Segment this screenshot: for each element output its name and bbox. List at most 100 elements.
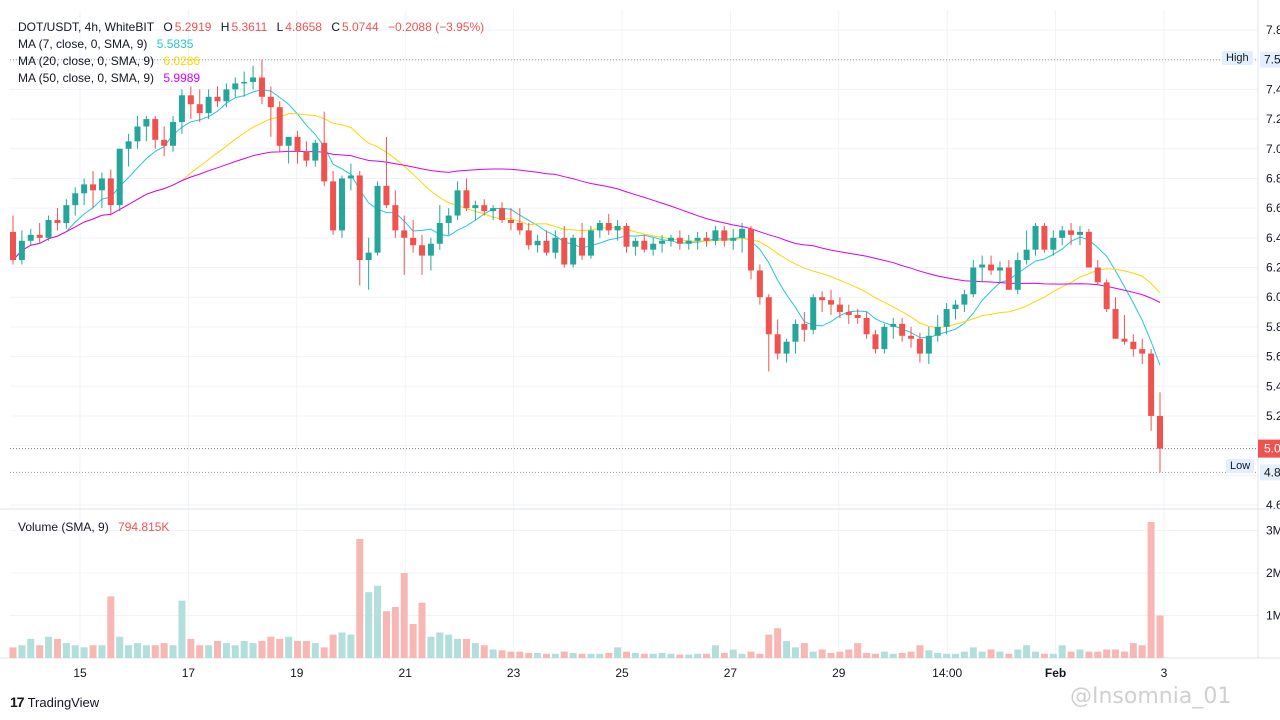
candle-body xyxy=(507,220,514,223)
candle-body xyxy=(170,122,177,146)
ma50-legend[interactable]: MA (50, close, 0, SMA, 9) 5.9989 xyxy=(18,70,202,86)
candle xyxy=(312,139,319,167)
candle xyxy=(187,86,194,120)
candle-body xyxy=(614,225,621,231)
candle-body xyxy=(436,222,443,244)
candle-body xyxy=(845,312,852,315)
ma20-legend[interactable]: MA (20, close, 0, SMA, 9) 6.0286 xyxy=(18,53,202,69)
volume-bar xyxy=(694,653,702,658)
candle-body xyxy=(836,304,843,313)
candle xyxy=(561,225,568,268)
volume-bar xyxy=(27,638,35,658)
volume-bar xyxy=(631,652,639,658)
volume-bar xyxy=(854,643,862,658)
candle xyxy=(925,326,932,364)
candle-body xyxy=(392,205,399,231)
candle-body xyxy=(908,335,915,339)
volume-bar xyxy=(925,650,933,658)
low-price-tag-value: 4.8 xyxy=(1264,465,1280,479)
price-tick-label: 5.8 xyxy=(1266,320,1280,334)
volume-bar xyxy=(605,652,613,658)
volume-bar xyxy=(365,592,373,658)
volume-bar xyxy=(1094,651,1102,658)
time-tick-label: 17 xyxy=(182,666,196,680)
candle-body xyxy=(330,181,337,231)
volume-bar xyxy=(294,641,302,658)
volume-bar xyxy=(231,645,239,658)
price-tick-label: 7.4 xyxy=(1266,82,1280,96)
candle xyxy=(507,208,514,231)
volume-bar xyxy=(178,600,186,658)
high-price-tag-bg xyxy=(1260,51,1280,68)
high-price-tag-value: 7.5 xyxy=(1264,53,1280,67)
volume-bar xyxy=(89,645,97,658)
ma7-legend[interactable]: MA (7, close, 0, SMA, 9) 5.5835 xyxy=(18,36,195,52)
candle-body xyxy=(1103,282,1110,310)
candle xyxy=(445,208,452,235)
symbol-legend: DOT/USDT, 4h, WhiteBIT O 5.2919 H 5.3611 L… xyxy=(18,19,486,35)
candle-body xyxy=(970,267,977,295)
volume-bar xyxy=(302,641,310,658)
candle xyxy=(267,86,274,137)
volume-bar xyxy=(276,638,284,658)
candle-body xyxy=(916,338,923,354)
candle xyxy=(899,317,906,342)
volume-bar xyxy=(1058,645,1066,658)
last-price-tag-bg xyxy=(1258,439,1280,458)
candle xyxy=(979,255,986,283)
candle xyxy=(623,222,630,253)
price-tick-label: 6.4 xyxy=(1266,231,1280,245)
candle xyxy=(490,205,497,220)
tradingview-logo[interactable]: 17 TradingView xyxy=(10,694,99,710)
candle xyxy=(1059,225,1066,246)
open-label: O xyxy=(163,20,173,34)
volume-bar xyxy=(222,643,230,658)
volume-bar xyxy=(676,654,684,658)
candle-body xyxy=(1139,349,1146,354)
price-tick-label: 6.8 xyxy=(1266,171,1280,185)
time-tick-label: 27 xyxy=(724,666,738,680)
volume-bar xyxy=(720,652,728,658)
volume-bar xyxy=(445,634,453,658)
candle-body xyxy=(783,341,790,354)
candle xyxy=(1094,260,1101,286)
candle-body xyxy=(303,151,310,161)
candle-body xyxy=(143,119,150,127)
candle xyxy=(276,101,283,152)
candle-body xyxy=(1094,267,1101,283)
candle xyxy=(143,116,150,142)
volume-bar xyxy=(951,653,959,658)
candle-body xyxy=(36,234,43,238)
volume-bar xyxy=(1076,649,1084,658)
volume-bar xyxy=(587,653,595,658)
volume-bar xyxy=(329,634,337,658)
price-tick-label: 7.2 xyxy=(1266,112,1280,126)
candle-body xyxy=(410,237,417,246)
candle-body xyxy=(267,96,274,108)
candle xyxy=(863,312,870,339)
high-tag: High xyxy=(1222,51,1253,65)
volume-bar xyxy=(1120,651,1128,658)
candle-body xyxy=(1014,260,1021,290)
candle xyxy=(1041,222,1048,253)
volume-bar xyxy=(516,651,524,658)
volume-bar xyxy=(489,649,497,658)
candle xyxy=(756,264,763,305)
candle-body xyxy=(481,205,488,212)
candle xyxy=(36,222,43,244)
candle xyxy=(943,303,950,335)
time-tick-label: Feb xyxy=(1045,666,1066,680)
candle-body xyxy=(463,190,470,209)
candle-body xyxy=(223,89,230,102)
candle-body xyxy=(321,142,328,182)
volume-bar xyxy=(382,611,390,658)
price-tick-label: 5.6 xyxy=(1266,350,1280,364)
candle xyxy=(685,234,692,250)
low-label: L xyxy=(276,20,284,34)
volume-bar xyxy=(943,653,951,658)
volume-bar xyxy=(898,652,906,658)
candle-body xyxy=(650,243,657,250)
candle xyxy=(961,289,968,313)
volume-legend[interactable]: Volume (SMA, 9) 794.815K xyxy=(18,519,171,535)
